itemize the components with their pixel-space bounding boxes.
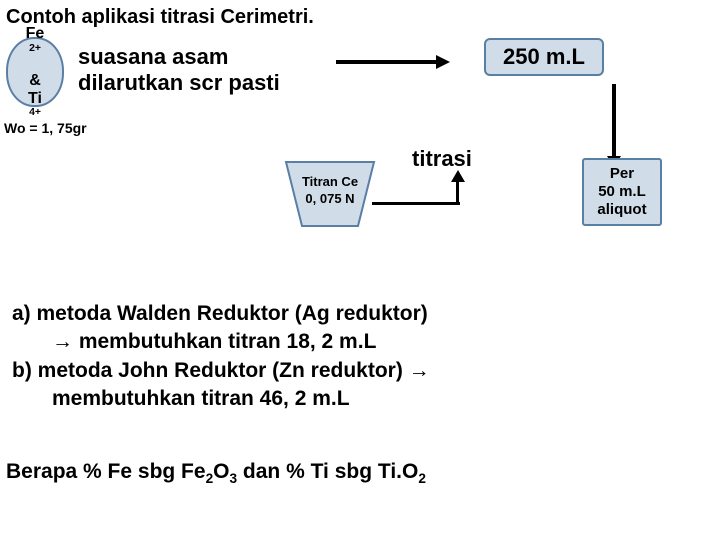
step-line1: suasana asam xyxy=(78,44,228,69)
titran-trapezoid: Titran Ce0, 075 N xyxy=(280,160,380,235)
arrow-to-volume xyxy=(336,60,436,64)
elbow-horizontal xyxy=(372,202,460,205)
method-b-line1: b) metoda John Reduktor (Zn reduktor) → xyxy=(12,357,430,385)
trapezoid-label: Titran Ce0, 075 N xyxy=(280,174,380,208)
method-a-line2: → membutuhkan titran 18, 2 m.L xyxy=(12,328,430,356)
question-text: Berapa % Fe sbg Fe2O3 dan % Ti sbg Ti.O2 xyxy=(6,460,426,486)
step-line2: dilarutkan scr pasti xyxy=(78,70,280,95)
arrow-to-volume-head xyxy=(436,55,450,69)
titrasi-label: titrasi xyxy=(412,146,472,172)
methods-text: a) metoda Walden Reduktor (Ag reduktor)→… xyxy=(12,300,430,413)
method-b-line2: membutuhkan titran 46, 2 m.L xyxy=(12,385,430,413)
arrow-down xyxy=(612,84,616,156)
method-a-line1: a) metoda Walden Reduktor (Ag reduktor) xyxy=(12,300,430,328)
step-acid-text: suasana asamdilarutkan scr pasti xyxy=(78,44,280,97)
aliquot-box: Per50 m.Laliquot xyxy=(582,158,662,226)
wo-label: Wo = 1, 75gr xyxy=(4,120,87,136)
species-oval: Fe2+&Ti4+ xyxy=(6,37,64,107)
elbow-arrowhead xyxy=(451,170,465,182)
page-title: Contoh aplikasi titrasi Cerimetri. xyxy=(6,6,314,29)
volume-box: 250 m.L xyxy=(484,38,604,76)
